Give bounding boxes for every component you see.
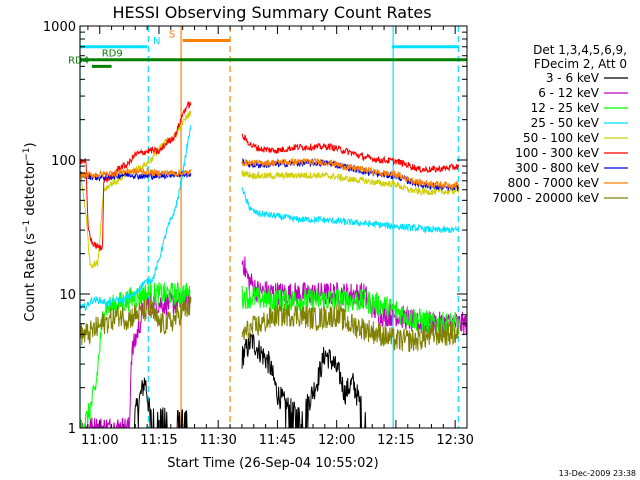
footer-date: 13-Dec-2009 23:38 — [559, 469, 636, 478]
y-tick-label-1: 10 — [59, 288, 76, 303]
legend-header-line1: Det 1,3,4,5,6,9, — [533, 43, 627, 57]
y-axis-ticks: 1 10 100 1000 — [43, 20, 467, 437]
series-line-2 — [79, 281, 460, 429]
x-axis-label: Start Time (26-Sep-04 10:55:02) — [167, 456, 378, 471]
legend-label-8: 7000 - 20000 keV — [492, 191, 599, 205]
legend-label-6: 300 - 800 keV — [515, 161, 599, 175]
y-axis-label-sup1: −1 — [22, 220, 32, 233]
plot-frame — [79, 25, 468, 429]
x-tick-label-1: 11:15 — [140, 433, 177, 448]
y-axis-label-main: Count Rate (s — [23, 233, 38, 322]
x-tick-label-4: 12:00 — [318, 433, 355, 448]
chart-title: HESSI Observing Summary Count Rates — [112, 3, 431, 22]
series-line-7 — [79, 157, 460, 190]
series-line-3 — [79, 124, 460, 312]
legend-label-0: 3 - 6 keV — [546, 71, 600, 85]
x-axis-ticks: 11:00 11:15 11:30 11:45 12:00 12:15 12:30 — [81, 26, 474, 448]
y-axis-label-mid: detector — [23, 160, 38, 220]
flag-bars: NS RD9 RD4 — [68, 29, 467, 68]
series-line-8 — [79, 296, 459, 352]
x-tick-label-3: 11:45 — [259, 433, 296, 448]
legend-label-2: 12 - 25 keV — [531, 101, 600, 115]
y-axis-label-end: ) — [23, 142, 38, 147]
series-line-5 — [79, 101, 460, 252]
legend-label-3: 25 - 50 keV — [531, 116, 600, 130]
y-axis-label: Count Rate (s−1 detector−1) — [22, 142, 38, 321]
legend-label-4: 50 - 100 keV — [523, 131, 600, 145]
x-tick-label-6: 12:30 — [436, 433, 473, 448]
legend: Det 1,3,4,5,6,9, FDecim 2, Att 0 3 - 6 k… — [492, 43, 628, 205]
legend-label-5: 100 - 300 keV — [515, 146, 599, 160]
x-tick-label-2: 11:30 — [199, 433, 236, 448]
flag-label-0: N — [153, 36, 160, 47]
flag-label-2: RD9 — [102, 49, 123, 60]
x-tick-label-5: 12:15 — [377, 433, 414, 448]
legend-header-line2: FDecim 2, Att 0 — [534, 57, 627, 71]
legend-label-7: 800 - 7000 keV — [508, 176, 600, 190]
y-tick-label-2: 100 — [51, 154, 76, 169]
x-tick-label-0: 11:00 — [81, 433, 118, 448]
y-tick-label-3: 1000 — [43, 20, 76, 35]
legend-label-1: 6 - 12 keV — [538, 86, 600, 100]
flag-label-3: RD4 — [68, 55, 89, 66]
y-axis-label-sup2: −1 — [22, 147, 32, 160]
y-tick-label-0: 1 — [68, 422, 76, 437]
flag-label-1: S — [169, 29, 175, 40]
